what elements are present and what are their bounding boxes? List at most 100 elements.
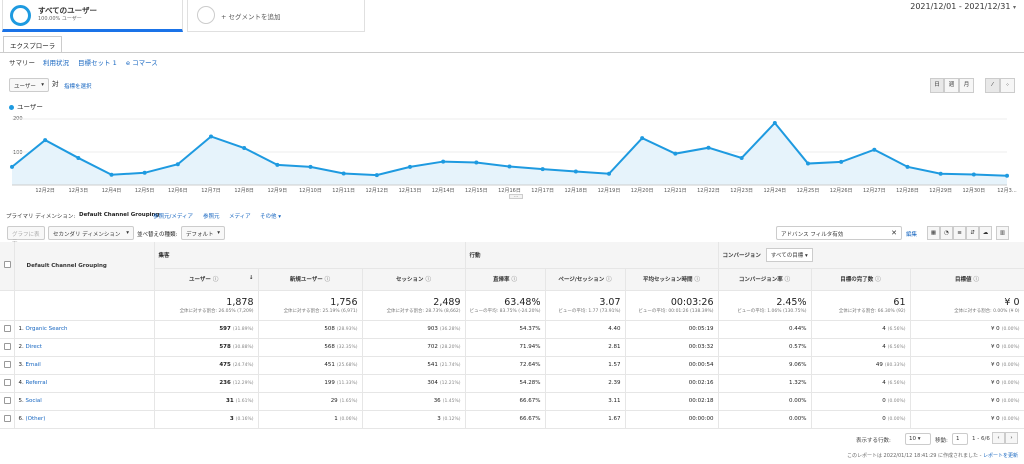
dimension-medium[interactable]: メディア [229, 214, 251, 220]
sort-type-select[interactable]: デフォルト ▾ [181, 226, 225, 240]
column-sessions[interactable]: セッション ⓘ [362, 268, 466, 291]
data-point[interactable] [474, 160, 479, 165]
row-checkbox[interactable] [4, 396, 11, 404]
clear-filter-icon[interactable]: ✕ [891, 229, 897, 237]
row-channel-link[interactable]: Organic Search [25, 326, 68, 332]
dimension-other[interactable]: その他 ▾ [260, 214, 282, 220]
view-pivot-button[interactable]: ▥ [996, 226, 1009, 240]
cell-goal-value: ¥ 0 (0.00%) [910, 338, 1024, 357]
view-pie-button[interactable]: ◔ [940, 226, 953, 240]
row-checkbox[interactable] [4, 414, 11, 422]
chart-resize-handle[interactable]: ··· [509, 194, 523, 199]
goto-input[interactable]: 1 [952, 433, 968, 445]
row-checkbox[interactable] [4, 360, 11, 368]
view-comparison-button[interactable]: ⇵ [966, 226, 979, 240]
subtab-usage[interactable]: 利用状況 [43, 59, 69, 67]
column-conversion-rate-label: コンバージョン率 [738, 277, 783, 283]
data-point[interactable] [341, 171, 346, 176]
data-point[interactable] [1005, 173, 1009, 178]
rows-per-page-select[interactable]: 10 ▾ [905, 433, 931, 445]
data-point[interactable] [540, 167, 545, 172]
data-point[interactable] [507, 164, 512, 169]
metric-select[interactable]: ユーザー ▾ [9, 78, 49, 92]
plot-rows-button[interactable]: グラフに表示 [7, 226, 45, 246]
dimension-source[interactable]: 参照元 [203, 214, 220, 220]
column-new-users[interactable]: 新規ユーザー ⓘ [258, 268, 363, 291]
row-checkbox-cell [0, 356, 15, 375]
sort-type-value: デフォルト [186, 232, 214, 238]
data-point[interactable] [806, 161, 810, 166]
data-point[interactable] [142, 170, 147, 175]
column-avg-session-duration[interactable]: 平均セッション時間 ⓘ [625, 268, 719, 291]
subtab-summary[interactable]: サマリー [9, 59, 35, 67]
data-point[interactable] [374, 173, 379, 178]
column-conversion-rate[interactable]: コンバージョン率 ⓘ [718, 268, 812, 291]
edit-filter-link[interactable]: 編集 [906, 232, 918, 238]
tab-explorer[interactable]: エクスプローラ [3, 36, 63, 52]
segment-all-users[interactable]: すべてのユーザー 100.00% ユーザー [2, 0, 183, 32]
subtab-ecommerce[interactable]: e コマース [126, 59, 158, 67]
view-table-button[interactable]: ▦ [927, 226, 940, 240]
add-segment-button[interactable]: + セグメントを追加 [187, 0, 365, 32]
secondary-dimension-select[interactable]: セカンダリ ディメンション ▾ [48, 226, 134, 240]
data-point[interactable] [905, 164, 910, 169]
data-point[interactable] [839, 159, 844, 164]
row-dimension: 4. Referral [14, 374, 155, 393]
data-point[interactable] [772, 120, 777, 125]
period-week-button[interactable]: 週 [944, 78, 959, 93]
goal-select[interactable]: すべての目標 ▾ [765, 247, 813, 262]
cell-value: 451 [324, 362, 335, 368]
data-point[interactable] [739, 155, 744, 160]
row-checkbox[interactable] [4, 378, 11, 386]
data-point[interactable] [308, 164, 313, 169]
data-point[interactable] [573, 169, 578, 174]
data-point[interactable] [640, 136, 645, 141]
motion-chart-button[interactable]: ⁘ [1000, 78, 1015, 93]
data-point[interactable] [175, 162, 180, 167]
column-goal-value[interactable]: 目標値 ⓘ [910, 268, 1024, 291]
advanced-filter-input[interactable]: アドバンス フィルタ有効 ✕ [776, 226, 902, 240]
data-point[interactable] [872, 147, 877, 152]
column-default-channel[interactable]: Default Channel Grouping [14, 242, 155, 291]
column-users[interactable]: ユーザー ⓘ ↓ [154, 268, 259, 291]
data-point[interactable] [10, 164, 14, 169]
line-chart-type-button[interactable]: ⁄ [985, 78, 1000, 93]
refresh-report-link[interactable]: レポートを更新 [982, 453, 1018, 459]
data-point[interactable] [43, 138, 48, 143]
row-checkbox[interactable] [4, 342, 11, 350]
row-channel-link[interactable]: Email [25, 362, 41, 368]
data-point[interactable] [938, 171, 943, 176]
dimension-default-channel[interactable]: Default Channel Grouping [79, 212, 160, 218]
subtab-goal-set-1[interactable]: 目標セット 1 [78, 59, 117, 67]
row-channel-link[interactable]: Direct [25, 344, 42, 350]
column-bounce-rate[interactable]: 直帰率 ⓘ [465, 268, 546, 291]
dimension-source-medium[interactable]: 参照元/メディア [153, 214, 193, 220]
data-point[interactable] [275, 162, 280, 167]
data-point[interactable] [673, 151, 678, 156]
row-channel-link[interactable]: (Other) [25, 416, 46, 422]
select-metric-link[interactable]: 指標を選択 [64, 84, 92, 90]
view-term-cloud-button[interactable]: ☁ [979, 226, 992, 240]
row-channel-link[interactable]: Referral [25, 380, 48, 386]
data-point[interactable] [607, 171, 611, 176]
select-all-checkbox[interactable] [4, 261, 11, 269]
data-point[interactable] [76, 155, 81, 160]
row-channel-link[interactable]: Social [25, 398, 42, 404]
data-point[interactable] [109, 172, 114, 177]
date-range-picker[interactable]: 2021/12/01 - 2021/12/31 ▾ [910, 2, 1016, 11]
period-month-button[interactable]: 月 [959, 78, 974, 93]
view-performance-button[interactable]: ≡ [953, 226, 966, 240]
column-goal-completions[interactable]: 目標の完了数 ⓘ [811, 268, 911, 291]
data-point[interactable] [971, 172, 976, 177]
data-point[interactable] [408, 164, 412, 169]
row-checkbox[interactable] [4, 324, 11, 332]
prev-page-button[interactable]: ‹ [992, 432, 1005, 444]
data-point[interactable] [441, 159, 446, 164]
data-point[interactable] [209, 134, 213, 139]
period-day-button[interactable]: 日 [930, 78, 944, 93]
next-page-button[interactable]: › [1005, 432, 1018, 444]
data-point[interactable] [242, 146, 247, 151]
x-tick-label: 12月17日 [531, 188, 555, 194]
data-point[interactable] [706, 145, 711, 150]
column-pages-per-session[interactable]: ページ/セッション ⓘ [545, 268, 626, 291]
